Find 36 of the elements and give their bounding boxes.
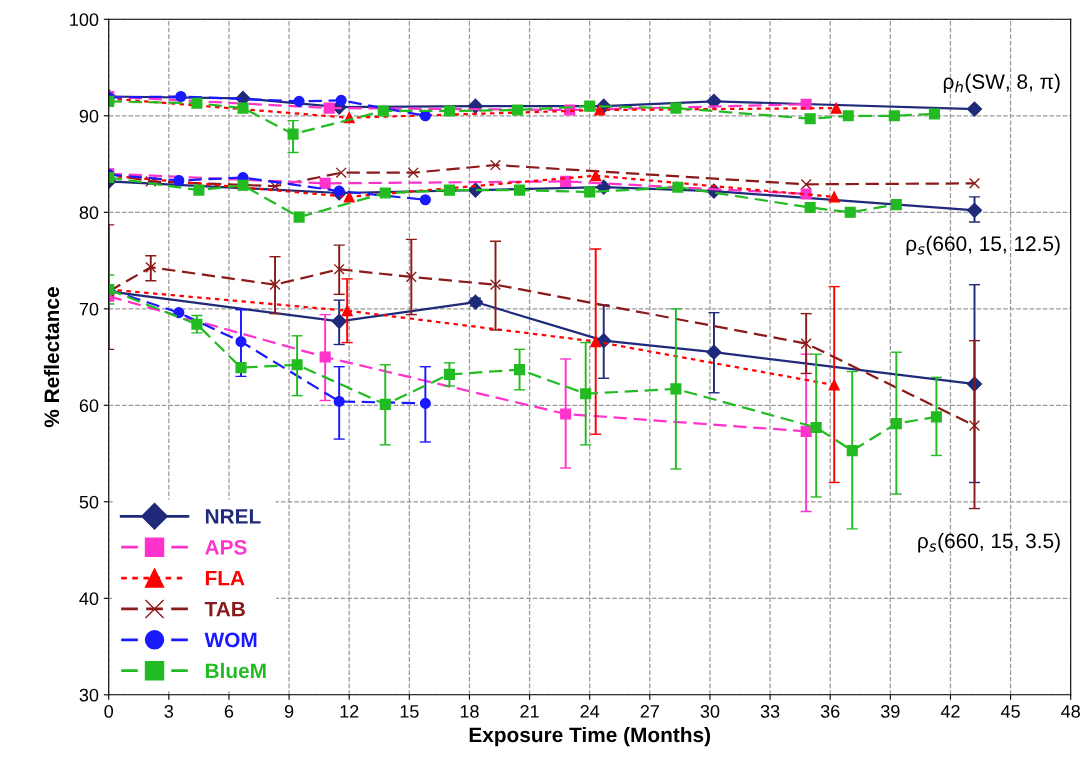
y-axis-title: % Reflectance — [43, 287, 60, 428]
y-tick-label: 80 — [79, 206, 99, 220]
y-tick-label: 60 — [79, 399, 99, 413]
legend-label: WOM — [204, 632, 257, 648]
legend-label: TAB — [204, 601, 245, 617]
x-tick-label: 21 — [520, 705, 539, 718]
x-tick-label: 36 — [820, 705, 840, 718]
x-tick-label: 30 — [700, 705, 720, 718]
legend-label: NREL — [205, 509, 261, 524]
annotation: ρ$_{s}$(660, 15, 3.5) — [918, 533, 1060, 553]
x-axis-title: Exposure Time (Months) — [469, 726, 711, 747]
y-tick-label: 90 — [79, 109, 99, 123]
y-tick-label: 100 — [70, 13, 99, 27]
annotation: ρ$_{h}$(SW, 8, π) — [943, 73, 1060, 94]
x-tick-label: 9 — [284, 705, 294, 718]
x-tick-label: 42 — [940, 705, 960, 718]
x-tick-label: 18 — [460, 705, 479, 718]
x-tick-label: 39 — [880, 705, 900, 718]
annotation: ρ$_{s}$(660, 15, 12.5) — [906, 235, 1060, 256]
x-tick-label: 15 — [400, 705, 419, 718]
y-tick-label: 50 — [79, 495, 99, 509]
legend-label: FLA — [205, 571, 245, 586]
y-tick-label: 30 — [79, 688, 99, 702]
y-tick-label: 40 — [79, 592, 99, 606]
x-tick-label: 45 — [1000, 705, 1020, 718]
x-tick-label: 27 — [640, 705, 659, 718]
x-tick-label: 6 — [224, 705, 234, 718]
legend-label: BlueM — [205, 662, 266, 679]
x-tick-label: 12 — [340, 705, 359, 718]
x-tick-label: 3 — [164, 705, 174, 718]
x-tick-label: 0 — [104, 705, 114, 718]
legend-label: APS — [205, 539, 247, 555]
x-tick-label: 24 — [580, 705, 600, 718]
y-tick-label: 70 — [79, 302, 99, 316]
x-tick-label: 33 — [760, 705, 780, 718]
x-tick-label: 48 — [1061, 705, 1080, 718]
